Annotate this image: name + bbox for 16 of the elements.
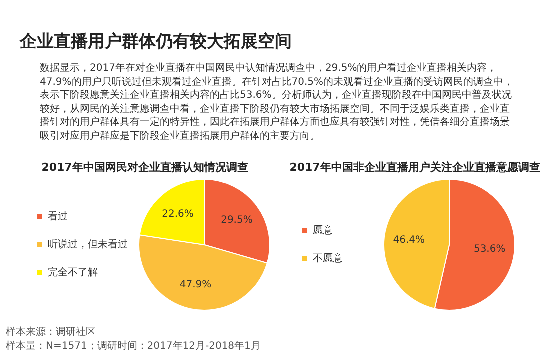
text: 样本量：N=1571；调研时间：2017年12月-2018年1月	[6, 341, 261, 352]
data-label: 46.4%	[393, 235, 426, 246]
data-label: 22.6%	[162, 208, 194, 220]
legend-label: 愿意	[313, 224, 333, 237]
text: 企业直播用户群体仍有较大拓展空间	[20, 31, 292, 53]
legend-label: 听说过，但未看过	[48, 238, 128, 251]
legend-label: 完全不了解	[48, 266, 98, 279]
legend-label: 看过	[48, 210, 68, 223]
text: 样本来源：调研社区	[6, 327, 96, 338]
data-label: 53.6%	[474, 244, 506, 256]
chart-title: 2017年中国网民对企业直播认知情况调查	[40, 160, 250, 175]
text: 数据显示，2017年在对企业直播在中国网民中认知情况调查中，29.5%的用户看过企业直播相关内容，47.9%的用户只听说过但未观看过企业直播。在针对占比70.5%的未观看过企业直播的受访网民的调查中，表示下阶段愿意关注企业直播相关内容的占比53.6%。分析师认为，企业直播现阶段在中国网民中普及状况较好，从网民的关注意愿调查中看，企业直播下阶段仍有较大市场拓展空间。不同于泛娱乐类直播，企业直播针对的用户群体具有一定的特异性，因此在拓展用户群体方面也应具有较强针对性，凭借各细分直播场景吸引对应用户群应是下阶段企业直播拓展用户群体的主要方向。	[40, 62, 515, 143]
data-label: 47.9%	[180, 279, 212, 290]
chart-title: 2017年中国非企业直播用户关注企业直播意愿调查	[288, 160, 542, 175]
data-label: 29.5%	[221, 215, 253, 226]
legend-label: 不愿意	[313, 252, 343, 265]
